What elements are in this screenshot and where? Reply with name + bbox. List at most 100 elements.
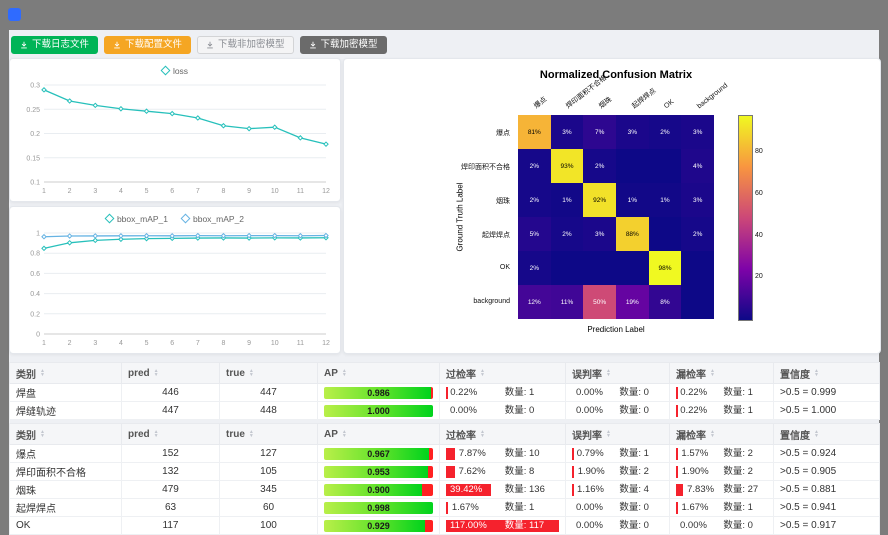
rate-percent: 39.42% [450,482,482,498]
column-header-类别[interactable]: 类别 ▲▼ [10,363,122,384]
rate-cell: 7.87%数量: 10 [446,446,559,462]
true-cell: 60 [220,499,318,517]
svg-text:0.2: 0.2 [30,311,40,318]
download-button-label: 下载配置文件 [125,40,182,50]
download-button-0[interactable]: 下载日志文件 [11,36,98,54]
over-detect-cell: 7.87%数量: 10 [440,445,566,463]
column-header-过检率[interactable]: 过检率 ▲▼ [440,424,566,445]
column-header-label: 过检率 [446,366,476,381]
download-button-label: 下载非加密模型 [218,40,285,50]
sort-icon[interactable]: ▲▼ [480,369,485,377]
ap-value: 1.000 [324,405,433,417]
sort-icon[interactable]: ▲▼ [480,430,485,438]
column-header-置信度[interactable]: 置信度▲▼ [774,424,880,445]
rate-count: 数量: 0 [619,403,649,419]
cm-y-tick-label: OK [344,264,510,271]
ap-bar: 0.929 [324,520,433,532]
miss-detect-cell: 1.57%数量: 2 [670,445,774,463]
rate-cell: 0.00%数量: 0 [676,518,767,534]
cm-cell [583,251,616,285]
legend-item-bbox_mAP_2[interactable]: bbox_mAP_2 [182,214,244,224]
rate-percent: 0.00% [450,403,477,419]
svg-text:1: 1 [36,231,40,238]
cm-cell [681,251,714,285]
rate-cell: 0.00%数量: 0 [446,403,559,419]
svg-text:11: 11 [297,188,304,195]
sort-icon[interactable]: ▲▼ [606,369,611,377]
rate-cell: 1.16%数量: 4 [572,482,663,498]
sort-icon[interactable]: ▲▼ [154,430,159,438]
legend-item-bbox_mAP_1[interactable]: bbox_mAP_1 [106,214,168,224]
sort-icon[interactable]: ▲▼ [342,430,347,438]
column-header-true[interactable]: true▲▼ [220,424,318,445]
ap-cell: 0.998 [318,499,440,517]
column-header-label: 过检率 [446,427,476,442]
column-header-置信度[interactable]: 置信度▲▼ [774,363,880,384]
column-header-AP[interactable]: AP▲▼ [318,424,440,445]
sort-icon[interactable]: ▲▼ [814,430,819,438]
sort-icon[interactable]: ▲▼ [40,430,45,438]
legend-item-loss[interactable]: loss [162,66,188,76]
sort-icon[interactable]: ▲▼ [342,369,347,377]
cm-cell: 2% [649,115,682,149]
sort-icon[interactable]: ▲▼ [814,369,819,377]
download-button-2[interactable]: 下载非加密模型 [197,36,294,54]
sort-icon[interactable]: ▲▼ [606,430,611,438]
column-header-漏检率[interactable]: 漏检率▲▼ [670,424,774,445]
app-logo [8,8,21,21]
column-header-过检率[interactable]: 过检率 ▲▼ [440,363,566,384]
column-header-label: pred [128,368,150,379]
rate-count: 数量: 1 [723,403,753,419]
column-header-类别[interactable]: 类别▲▼ [10,424,122,445]
download-button-1[interactable]: 下载配置文件 [104,36,191,54]
over-detect-cell: 0.00%数量: 0 [440,402,566,420]
rate-cell: 0.00%数量: 0 [572,385,663,401]
ap-value: 0.929 [324,520,433,532]
rate-cell: 1.90%数量: 2 [676,464,767,480]
column-header-true[interactable]: true▲▼ [220,363,318,384]
over-detect-cell: 7.62%数量: 8 [440,463,566,481]
sort-icon[interactable]: ▲▼ [249,369,254,377]
sort-icon[interactable]: ▲▼ [710,369,715,377]
rate-count: 数量: 8 [505,464,535,480]
over-detect-cell: 117.00%数量: 117 [440,517,566,535]
column-header-pred[interactable]: pred▲▼ [122,424,220,445]
column-header-误判率[interactable]: 误判率▲▼ [566,363,670,384]
miss-detect-cell: 0.22%数量: 1 [670,402,774,420]
cm-cell [616,251,649,285]
svg-text:0.4: 0.4 [30,291,40,298]
miss-detect-cell: 0.00%数量: 0 [670,517,774,535]
rate-percent: 0.22% [450,385,477,401]
rate-cell: 39.42%数量: 136 [446,482,559,498]
column-header-AP[interactable]: AP▲▼ [318,363,440,384]
rate-percent: 7.87% [459,446,486,462]
rate-cell: 0.00%数量: 0 [572,518,663,534]
download-button-3[interactable]: 下载加密模型 [300,36,387,54]
rate-percent: 1.57% [681,446,708,462]
confidence-cell: >0.5 = 0.881 [774,481,880,499]
ap-cell: 1.000 [318,402,440,420]
rate-bar [572,466,574,478]
svg-text:0.25: 0.25 [26,107,40,114]
sort-icon[interactable]: ▲▼ [710,430,715,438]
column-header-误判率[interactable]: 误判率▲▼ [566,424,670,445]
sort-icon[interactable]: ▲▼ [249,430,254,438]
legend-label: loss [173,66,188,76]
rate-bar [676,448,678,460]
sort-icon[interactable]: ▲▼ [154,369,159,377]
column-header-label: 类别 [16,366,36,381]
over-detect-cell: 39.42%数量: 136 [440,481,566,499]
rate-count: 数量: 0 [723,518,753,534]
cm-cell: 3% [616,115,649,149]
column-header-漏检率[interactable]: 漏检率▲▼ [670,363,774,384]
column-header-pred[interactable]: pred ▲▼ [122,363,220,384]
true-cell: 105 [220,463,318,481]
colorbar [738,115,753,321]
sort-icon[interactable]: ▲▼ [40,369,45,377]
svg-text:5: 5 [145,188,149,195]
